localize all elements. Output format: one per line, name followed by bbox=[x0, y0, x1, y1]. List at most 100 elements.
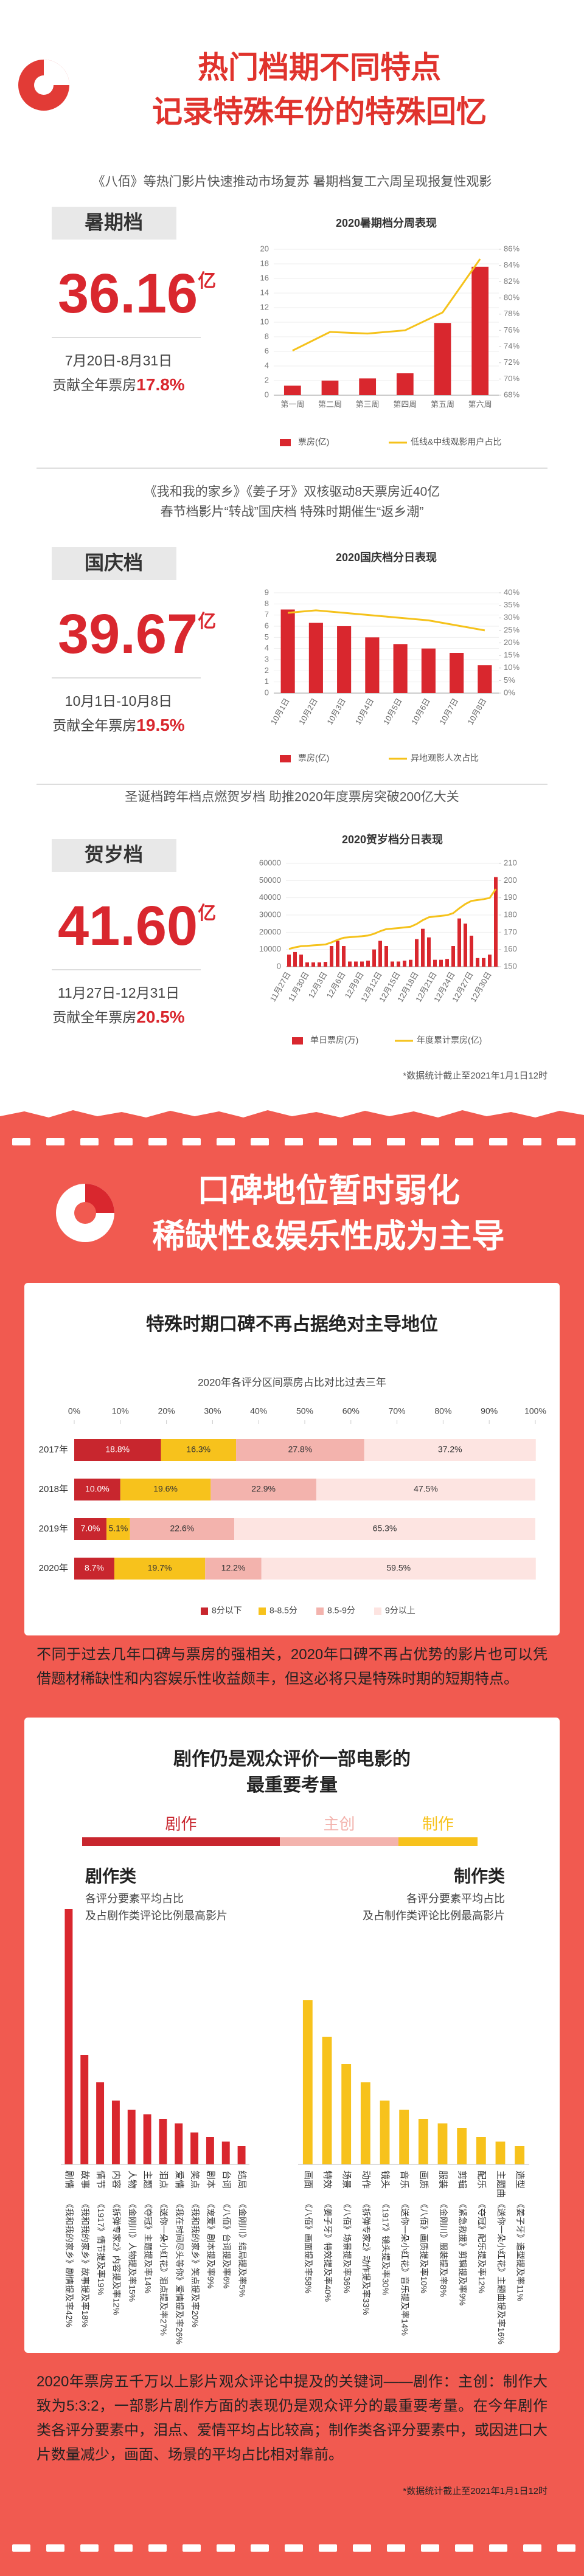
box-office: 41.60亿 bbox=[58, 895, 216, 957]
share: 贡献全年票房20.5% bbox=[52, 1007, 184, 1026]
value-label: 16.3% bbox=[186, 1445, 210, 1454]
strip-hole bbox=[455, 1138, 473, 1145]
annotation: 《宠爱》剧本提及率9% bbox=[206, 2200, 216, 2288]
strip-hole bbox=[46, 2544, 64, 2552]
x-tick-label: 情节 bbox=[96, 2170, 106, 2189]
bar bbox=[494, 877, 498, 967]
legend-label: 年度累计票房(亿) bbox=[417, 1035, 482, 1045]
x-tick-label: 结局 bbox=[237, 2170, 247, 2189]
annotation: 《姜子牙》造型提及率11% bbox=[515, 2200, 525, 2301]
y-tick-label: 8 bbox=[265, 331, 269, 340]
x-tick-label: 40% bbox=[250, 1406, 267, 1416]
legend-label: 异地观影人次占比 bbox=[411, 753, 479, 763]
x-tick-label: 镜头 bbox=[380, 2170, 391, 2189]
box-office: 36.16亿 bbox=[58, 263, 216, 325]
season-name: 国庆档 bbox=[85, 551, 143, 573]
legend-label: 单日票房(万) bbox=[310, 1035, 358, 1045]
segment bbox=[74, 1518, 107, 1540]
box-office-unit: 亿 bbox=[198, 612, 216, 632]
box-office-unit: 亿 bbox=[198, 271, 216, 291]
legend-label: 票房(亿) bbox=[298, 437, 329, 447]
bar bbox=[470, 936, 473, 967]
annotation: 《八佰》台词提及率6% bbox=[222, 2200, 232, 2288]
film-strip bbox=[12, 1138, 575, 2552]
annotation: 《金刚川》服装提及率8% bbox=[439, 2200, 448, 2297]
annotation: 《金刚川》结局提及率5% bbox=[237, 2200, 247, 2297]
bar bbox=[421, 928, 425, 967]
x-tick-label: 80% bbox=[434, 1406, 451, 1416]
group-title: 剧作类 bbox=[85, 1866, 136, 1885]
bar bbox=[471, 266, 489, 395]
strip-hole bbox=[114, 2544, 133, 2552]
strip-hole bbox=[217, 1138, 235, 1145]
annotation: 《送你一朵小红花》主题曲提及率16% bbox=[496, 2200, 506, 2344]
section2-icon bbox=[56, 1184, 114, 1242]
bar bbox=[437, 2123, 448, 2164]
y-tick-label: 4 bbox=[265, 361, 269, 370]
legend-label: 低线&中线观影用户占比 bbox=[411, 437, 501, 447]
annotation: 《拆弹专家2》内容提及率12% bbox=[112, 2200, 122, 2315]
y-tick-label: 10000 bbox=[259, 944, 281, 953]
headline: 圣诞档跨年档点燃贺岁档 助推2020年度票房突破200亿大关 bbox=[125, 790, 459, 804]
annotation: 《八佰》场景提及率36% bbox=[342, 2200, 352, 2293]
ratio-label: 剧作 bbox=[165, 1815, 196, 1833]
y-tick-label: 6 bbox=[265, 621, 269, 630]
strip-hole bbox=[148, 1138, 167, 1145]
bar bbox=[308, 623, 323, 693]
y2-tick-label: 82% bbox=[504, 277, 520, 286]
value-label: 47.5% bbox=[414, 1484, 438, 1494]
legend-swatch bbox=[201, 1607, 208, 1615]
bar bbox=[283, 385, 301, 395]
bar bbox=[380, 2101, 390, 2164]
y2-tick-label: 10% bbox=[504, 663, 520, 672]
x-tick-label: 10月3日 bbox=[325, 697, 347, 727]
bar bbox=[397, 961, 400, 967]
dates: 10月1日-10月8日 bbox=[65, 693, 172, 709]
strip-hole bbox=[319, 1138, 337, 1145]
share: 贡献全年票房19.5% bbox=[52, 716, 184, 734]
segment bbox=[364, 1439, 536, 1461]
group-subtitle: 各评分要素平均占比 bbox=[85, 1893, 184, 1905]
bar bbox=[305, 962, 309, 967]
segment bbox=[236, 1439, 364, 1461]
y-tick-label: 2 bbox=[265, 375, 269, 384]
bar bbox=[445, 959, 449, 967]
bar bbox=[365, 637, 380, 693]
y-tick-label: 18 bbox=[260, 258, 269, 268]
y2-tick-label: 86% bbox=[504, 244, 520, 253]
ratio-label: 制作 bbox=[422, 1815, 454, 1833]
bar bbox=[324, 962, 327, 967]
bar bbox=[206, 2137, 214, 2164]
y-tick-label: 6 bbox=[265, 346, 269, 355]
y2-tick-label: 15% bbox=[504, 651, 520, 660]
card-title: 特殊时期口碑不再占据绝对主导地位 bbox=[146, 1314, 438, 1335]
strip-hole bbox=[217, 2544, 235, 2552]
share-value: 17.8% bbox=[136, 375, 184, 394]
bar bbox=[348, 961, 352, 967]
segment bbox=[74, 1439, 161, 1461]
y2-tick-label: 76% bbox=[504, 325, 520, 334]
headline: 春节档影片“转战”国庆档 特殊时期催生“返乡潮” bbox=[161, 505, 424, 519]
y2-tick-label: 5% bbox=[504, 675, 515, 685]
y2-tick-label: 200 bbox=[504, 875, 517, 885]
x-tick-label: 10月4日 bbox=[353, 697, 376, 727]
segment bbox=[161, 1439, 237, 1461]
paragraph: 2020年票房五千万以上影片观众评论中提及的关键词——剧作：主创：制作大致为5:… bbox=[36, 2374, 548, 2463]
x-tick-label: 0% bbox=[68, 1406, 80, 1416]
y-tick-label: 1 bbox=[265, 677, 269, 686]
group-subtitle: 及占制作类评论比例最高影片 bbox=[363, 1910, 505, 1922]
bar bbox=[403, 961, 406, 967]
annotation: 《1917》情节提及率19% bbox=[96, 2200, 106, 2295]
strip-hole bbox=[387, 2544, 405, 2552]
share-label: 贡献全年票房 bbox=[52, 717, 136, 733]
group-subtitle: 各评分要素平均占比 bbox=[406, 1893, 505, 1905]
bar bbox=[221, 2141, 230, 2164]
x-tick-label: 故事 bbox=[80, 2170, 90, 2189]
note: *数据统计截止至2021年1月1日12时 bbox=[403, 2486, 548, 2496]
line bbox=[292, 258, 481, 352]
x-tick-label: 70% bbox=[389, 1406, 406, 1416]
bar bbox=[190, 2132, 199, 2164]
y2-tick-label: 0% bbox=[504, 688, 515, 697]
strip-hole bbox=[489, 1138, 507, 1145]
annotation: 《八佰》画面提及率58% bbox=[304, 2200, 313, 2293]
